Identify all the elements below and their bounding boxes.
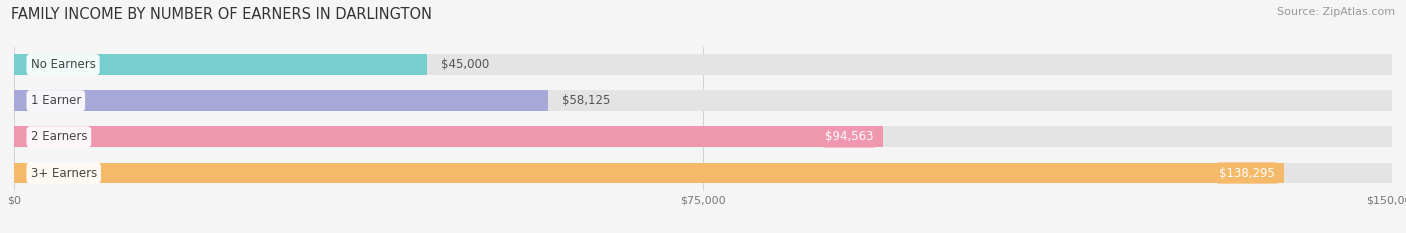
Text: $45,000: $45,000 [441,58,489,71]
Text: No Earners: No Earners [31,58,96,71]
Bar [14,163,1285,183]
Text: 2 Earners: 2 Earners [31,130,87,143]
Text: FAMILY INCOME BY NUMBER OF EARNERS IN DARLINGTON: FAMILY INCOME BY NUMBER OF EARNERS IN DA… [11,7,432,22]
Bar [14,163,1392,183]
Bar [14,90,1392,111]
Bar [14,90,548,111]
Bar [14,54,427,75]
Text: $58,125: $58,125 [562,94,610,107]
Bar [14,127,1392,147]
Text: Source: ZipAtlas.com: Source: ZipAtlas.com [1277,7,1395,17]
Bar [14,127,883,147]
Text: $94,563: $94,563 [825,130,873,143]
Bar [14,54,1392,75]
Text: 3+ Earners: 3+ Earners [31,167,97,179]
Text: $138,295: $138,295 [1219,167,1275,179]
Text: 1 Earner: 1 Earner [31,94,82,107]
